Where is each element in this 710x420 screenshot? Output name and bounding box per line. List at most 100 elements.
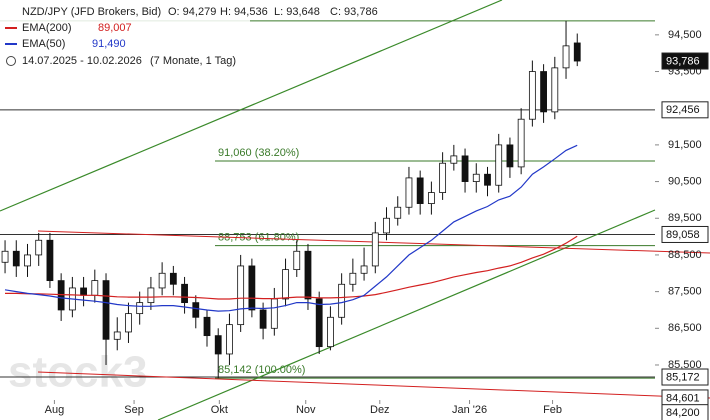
candle-body — [528, 71, 536, 120]
candle-body — [102, 280, 110, 340]
candle-body — [472, 173, 480, 182]
x-tick-label: Nov — [296, 404, 316, 416]
price-tag-label: 93,786 — [666, 55, 700, 67]
candle-body — [226, 324, 233, 355]
candle-body — [383, 217, 390, 234]
candle-body — [405, 177, 413, 208]
candle-body — [562, 45, 570, 69]
candle-body — [360, 265, 368, 274]
candle-body — [461, 155, 469, 182]
legend: NZD/JPY (JFD Brokers, Bid) O: 94,279 H: … — [5, 6, 378, 67]
x-tick-label: Aug — [45, 404, 65, 416]
y-tick-label: 85,500 — [668, 359, 702, 371]
period-note: (7 Monate, 1 Tag) — [150, 55, 236, 67]
candle-body — [282, 269, 289, 300]
y-tick-label: 89,500 — [668, 212, 702, 224]
candle-body — [125, 313, 132, 333]
candle-body — [270, 298, 278, 329]
candle-body — [551, 67, 559, 113]
candle-body — [371, 232, 379, 267]
candle-body — [1, 250, 9, 263]
legend-name: EMA(200) — [22, 22, 72, 34]
price-tag — [661, 225, 709, 243]
y-tick-label: 90,500 — [668, 175, 702, 187]
ohlc: L: 93,648 — [274, 6, 320, 18]
price-tag-label: 89,058 — [666, 229, 700, 241]
level-label: 91,060 (38.20%) — [218, 147, 299, 159]
candle-body — [416, 177, 424, 204]
candle-body — [349, 272, 357, 285]
candle-body — [394, 206, 402, 219]
x-tick-label: Okt — [211, 404, 228, 416]
candle-body — [12, 250, 20, 267]
y-tick-label: 91,500 — [668, 139, 702, 151]
clock-icon — [6, 56, 16, 66]
legend-value: 89,007 — [98, 22, 132, 34]
candle-body — [315, 298, 323, 348]
level-label: 85,142 (100.00%) — [218, 364, 305, 376]
candle-body — [80, 287, 87, 296]
candle-body — [203, 316, 211, 337]
candle-body — [57, 280, 65, 311]
candle-body — [495, 144, 503, 186]
legend-name: EMA(50) — [22, 38, 65, 50]
candle-body — [304, 250, 312, 300]
trend-line — [157, 209, 656, 420]
candle-body — [147, 287, 155, 304]
candle-body — [573, 42, 581, 62]
candle-body — [439, 162, 447, 193]
price-tag-label: 84,601 — [666, 392, 700, 404]
period: 14.07.2025 - 10.02.2026 — [22, 55, 142, 67]
candle-body — [327, 316, 334, 348]
candle-body — [46, 239, 54, 282]
price-tag-label: 92,456 — [666, 104, 700, 116]
candle-body — [237, 265, 245, 326]
candle-body — [192, 302, 200, 318]
y-tick-label: 86,500 — [668, 322, 702, 334]
x-tick-label: Feb — [543, 404, 562, 416]
price-tag — [661, 404, 709, 420]
ohlc: O: 94,279 — [168, 6, 216, 18]
candle-body — [540, 71, 547, 113]
candle-body — [506, 144, 514, 168]
candle-body — [214, 335, 222, 355]
candle-body — [484, 173, 491, 186]
y-tick-label: 88,500 — [668, 249, 702, 261]
x-tick-label: Sep — [124, 404, 144, 416]
candle-body — [248, 265, 256, 311]
legend-value: 91,490 — [92, 38, 126, 50]
candle-body — [259, 309, 267, 329]
candle-body — [158, 272, 166, 289]
ema-line — [4, 144, 578, 312]
ema-line — [5, 235, 578, 300]
candle-body — [181, 283, 188, 304]
watermark: stock3 — [8, 348, 147, 397]
price-tag — [661, 101, 709, 119]
candle-body — [517, 118, 525, 168]
candle-body — [427, 192, 435, 204]
candle-body — [113, 331, 121, 340]
trend-line — [37, 371, 710, 399]
x-tick-label: Jan '26 — [452, 404, 487, 416]
price-tag-label: 85,172 — [666, 371, 700, 383]
level-label: 88,753 (61.80%) — [218, 232, 299, 244]
candle-body — [338, 283, 346, 318]
x-tick-label: Dez — [370, 404, 390, 416]
candle-body — [91, 280, 99, 296]
trend-line — [0, 0, 503, 212]
symbol: NZD/JPY (JFD Brokers, Bid) — [22, 6, 161, 18]
y-tick-label: 87,500 — [668, 286, 702, 298]
candle-body — [136, 302, 144, 315]
price-tag — [661, 368, 709, 386]
price-tag — [661, 52, 709, 70]
candle-body — [293, 250, 301, 271]
ohlc: H: 94,536 — [220, 6, 268, 18]
candle-body — [35, 239, 43, 256]
candle-body — [169, 272, 177, 285]
candle-body — [450, 155, 458, 164]
legend-bg — [0, 0, 250, 72]
ohlc: C: 93,786 — [330, 6, 378, 18]
y-tick-label: 94,500 — [668, 29, 702, 41]
candle-body — [24, 254, 31, 267]
